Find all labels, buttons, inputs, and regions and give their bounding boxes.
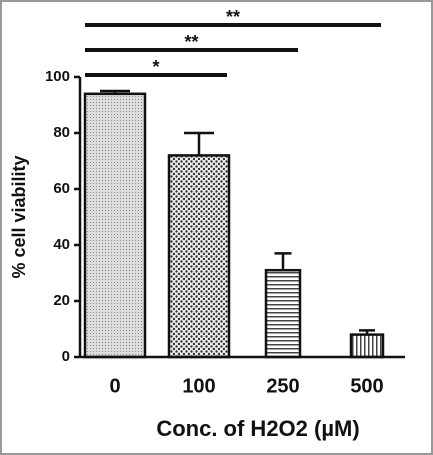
bar (349, 333, 385, 359)
y-tick-label: 60 (53, 180, 70, 197)
x-tick-label: 0 (109, 375, 120, 397)
x-axis-label: Conc. of H2O2 (µM) (156, 416, 359, 441)
y-axis-label: % cell viability (9, 155, 29, 278)
significance-label: ** (184, 32, 198, 52)
x-tick-label: 250 (266, 375, 299, 397)
significance-label: * (152, 57, 159, 77)
y-tick-label: 100 (45, 68, 70, 85)
x-tick-label: 500 (350, 375, 383, 397)
error-bar (359, 329, 375, 335)
y-tick-label: 40 (53, 236, 70, 253)
significance-label: ** (226, 7, 240, 27)
error-bar (274, 252, 292, 271)
error-bar (184, 131, 214, 156)
x-tick-label: 100 (182, 375, 215, 397)
bar (264, 268, 302, 359)
y-tick-label: 80 (53, 124, 70, 141)
bar (83, 92, 147, 359)
bar (167, 154, 231, 359)
y-tick-label: 20 (53, 292, 70, 309)
y-tick-label: 0 (62, 348, 70, 365)
error-bar (100, 89, 130, 94)
